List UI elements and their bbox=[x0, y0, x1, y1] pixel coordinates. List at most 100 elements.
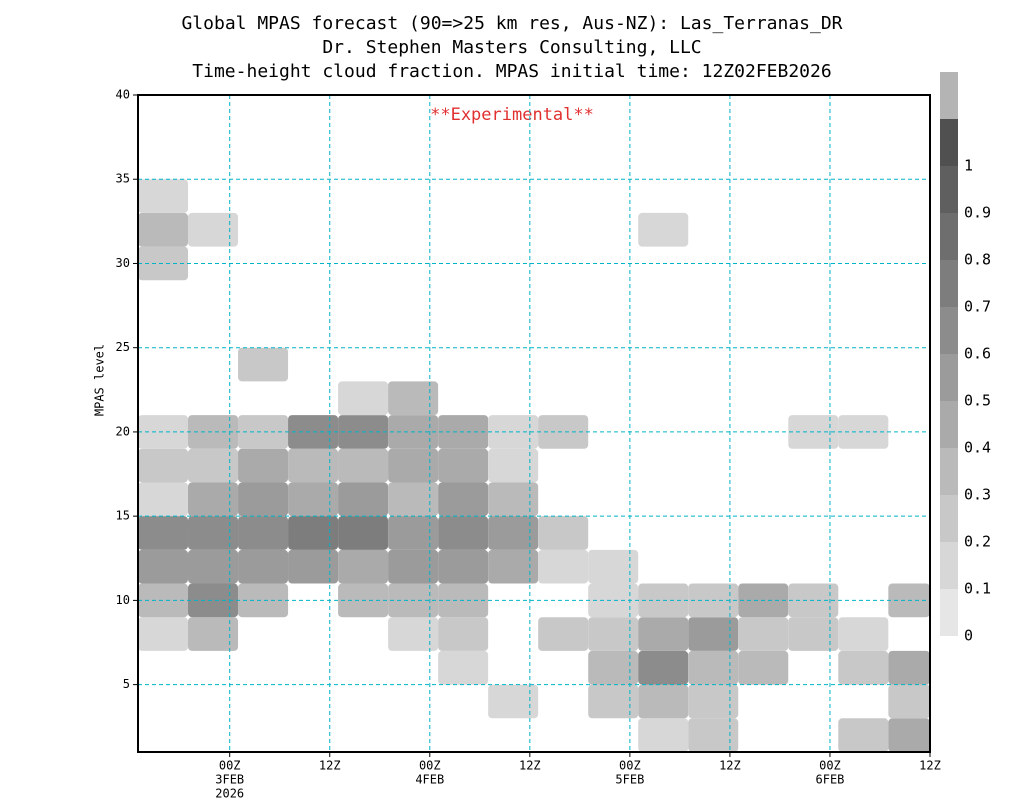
cell bbox=[688, 449, 738, 483]
x-tick-date: 3FEB bbox=[215, 773, 244, 787]
colorbar-swatch bbox=[940, 542, 958, 589]
cell bbox=[538, 213, 588, 247]
cell bbox=[538, 549, 589, 584]
cell bbox=[438, 348, 488, 382]
cell bbox=[138, 415, 189, 449]
cell bbox=[688, 650, 739, 685]
cell bbox=[888, 112, 930, 146]
cell bbox=[788, 651, 838, 685]
cell bbox=[288, 314, 338, 348]
colorbar-label: 0.3 bbox=[964, 486, 991, 504]
cell bbox=[488, 651, 538, 685]
cell bbox=[838, 381, 888, 415]
cell bbox=[388, 112, 438, 146]
cell bbox=[738, 381, 788, 415]
cell bbox=[238, 651, 288, 685]
cell bbox=[338, 718, 388, 752]
cell bbox=[638, 718, 689, 752]
cell bbox=[238, 448, 289, 483]
colorbar-label: 0.9 bbox=[964, 204, 991, 222]
cell bbox=[788, 179, 838, 213]
cell bbox=[838, 516, 888, 550]
cell bbox=[188, 482, 239, 517]
cell bbox=[788, 213, 838, 247]
cell bbox=[138, 212, 189, 247]
chart-title: Global MPAS forecast (90=>25 km res, Aus… bbox=[181, 13, 842, 34]
cell bbox=[388, 280, 438, 314]
cell bbox=[438, 146, 488, 180]
cell bbox=[638, 112, 688, 146]
cell bbox=[638, 348, 688, 382]
colorbar-over bbox=[940, 72, 958, 119]
x-tick-year: 2026 bbox=[215, 787, 244, 800]
cell bbox=[188, 212, 239, 247]
cell bbox=[238, 213, 288, 247]
cell bbox=[488, 348, 538, 382]
cell bbox=[538, 381, 588, 415]
chart-subtitle: Dr. Stephen Masters Consulting, LLC bbox=[322, 37, 701, 58]
cell bbox=[738, 112, 788, 146]
cell bbox=[438, 516, 489, 550]
cell bbox=[188, 146, 238, 180]
cell bbox=[738, 314, 788, 348]
cell bbox=[888, 617, 930, 651]
cell bbox=[538, 685, 588, 719]
cell bbox=[738, 685, 788, 719]
cell bbox=[188, 314, 238, 348]
cell bbox=[288, 213, 338, 247]
cell bbox=[138, 482, 189, 517]
cell bbox=[288, 112, 338, 146]
cell bbox=[388, 482, 439, 517]
cell bbox=[338, 617, 388, 651]
y-tick-label: 40 bbox=[116, 88, 130, 102]
colorbar-swatch bbox=[940, 307, 958, 354]
cell bbox=[738, 179, 788, 213]
cell bbox=[238, 583, 289, 618]
x-tick-label: 00Z bbox=[219, 759, 241, 773]
cell bbox=[338, 348, 388, 382]
cell bbox=[888, 650, 930, 685]
cell bbox=[288, 482, 339, 517]
cell bbox=[888, 146, 930, 180]
cell bbox=[538, 179, 588, 213]
cell bbox=[538, 651, 588, 685]
cell bbox=[138, 549, 189, 584]
cell bbox=[388, 213, 438, 247]
cell bbox=[188, 617, 239, 651]
cell bbox=[638, 146, 688, 180]
cell bbox=[588, 314, 638, 348]
cell bbox=[488, 617, 538, 651]
cell bbox=[438, 448, 489, 483]
cell bbox=[538, 516, 589, 550]
cell bbox=[338, 448, 389, 483]
cell bbox=[838, 146, 888, 180]
cell bbox=[388, 348, 438, 382]
x-tick-date: 4FEB bbox=[415, 773, 444, 787]
cell bbox=[138, 583, 189, 618]
colorbar-swatch bbox=[940, 495, 958, 542]
cell bbox=[838, 650, 889, 685]
cell bbox=[588, 583, 639, 618]
cell bbox=[138, 718, 188, 752]
cell bbox=[438, 650, 489, 685]
y-tick-label: 25 bbox=[116, 340, 130, 354]
cell bbox=[788, 280, 838, 314]
cell bbox=[288, 516, 339, 550]
cell bbox=[638, 179, 688, 213]
colorbar-swatch bbox=[940, 166, 958, 213]
cell bbox=[238, 482, 289, 517]
cell bbox=[188, 516, 239, 550]
cell bbox=[788, 685, 838, 719]
cell bbox=[338, 112, 388, 146]
cell bbox=[188, 718, 238, 752]
cell bbox=[588, 112, 638, 146]
cell bbox=[688, 516, 738, 550]
cell bbox=[588, 718, 638, 752]
cell bbox=[888, 449, 930, 483]
cell bbox=[738, 348, 788, 382]
colorbar-swatch bbox=[940, 213, 958, 260]
cell bbox=[538, 482, 588, 516]
x-tick-label: 00Z bbox=[419, 759, 441, 773]
cell bbox=[438, 314, 488, 348]
cell bbox=[288, 179, 338, 213]
